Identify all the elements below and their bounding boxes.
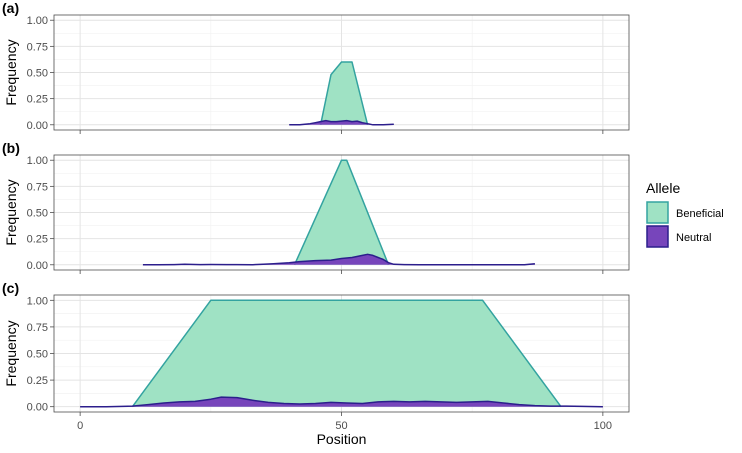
legend-label-neutral: Neutral xyxy=(676,232,711,244)
legend-title: Allele xyxy=(646,180,680,196)
y-tick-label: 0.25 xyxy=(27,94,48,106)
area-beneficial xyxy=(132,300,561,407)
area-beneficial xyxy=(294,160,389,265)
y-tick-label: 0.75 xyxy=(27,41,48,53)
y-tick-label: 0.75 xyxy=(27,181,48,193)
y-tick-label: 0.50 xyxy=(27,208,48,220)
y-tick-label: 0.25 xyxy=(27,234,48,246)
y-tick-label: 0.50 xyxy=(27,349,48,361)
y-tick-label: 0.50 xyxy=(27,68,48,80)
y-tick-label: 1.00 xyxy=(27,15,48,27)
y-axis-title: Frequency xyxy=(3,179,19,245)
line-neutral xyxy=(289,119,394,126)
panel-label: (c) xyxy=(2,280,19,296)
panel-label: (a) xyxy=(2,0,19,16)
line-neutral xyxy=(80,396,603,408)
line-neutral xyxy=(142,253,535,266)
x-tick-label: 50 xyxy=(335,420,347,432)
panel-label: (b) xyxy=(2,140,20,156)
line-beneficial xyxy=(319,61,369,125)
legend-key-neutral xyxy=(646,225,669,248)
legend-key-beneficial xyxy=(646,201,669,224)
y-tick-label: 0.75 xyxy=(27,322,48,334)
y-tick-label: 1.00 xyxy=(27,295,48,307)
x-tick-label: 100 xyxy=(594,420,612,432)
line-beneficial xyxy=(131,299,562,408)
y-tick-label: 0.25 xyxy=(27,375,48,387)
legend-label-beneficial: Beneficial xyxy=(676,208,724,220)
y-tick-label: 0.00 xyxy=(27,120,48,132)
x-axis-title: Position xyxy=(317,431,367,447)
y-axis-title: Frequency xyxy=(3,320,19,386)
y-tick-label: 0.00 xyxy=(27,402,48,414)
line-beneficial xyxy=(293,159,390,266)
y-tick-label: 1.00 xyxy=(27,155,48,167)
y-axis-title: Frequency xyxy=(3,39,19,105)
y-tick-label: 0.00 xyxy=(27,260,48,272)
x-tick-label: 0 xyxy=(77,420,83,432)
